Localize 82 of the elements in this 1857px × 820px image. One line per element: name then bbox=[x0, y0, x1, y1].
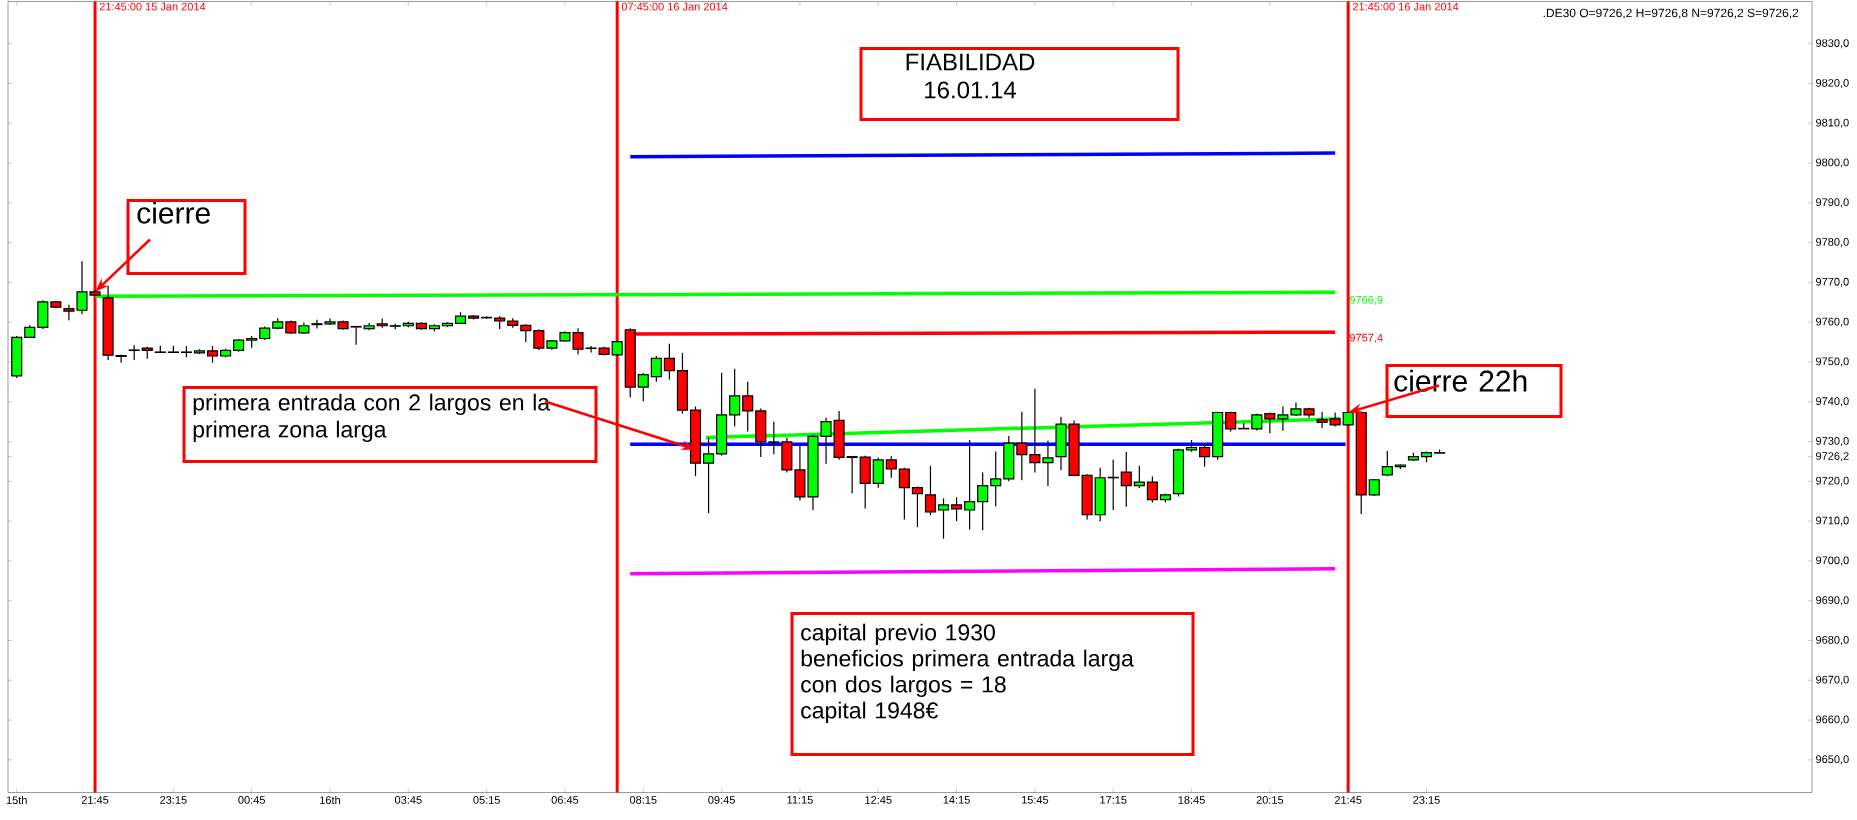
candlestick bbox=[1381, 450, 1393, 477]
y-tick-label: 9690,0 bbox=[1816, 595, 1849, 606]
x-tick-label: 06:45 bbox=[551, 795, 579, 804]
x-tick-label: 23:15 bbox=[1413, 795, 1440, 804]
y-tick-label: 9660,0 bbox=[1816, 715, 1849, 725]
x-tick-label: 08:15 bbox=[629, 795, 657, 804]
annotation: 9766,9 bbox=[1349, 295, 1383, 305]
candlestick bbox=[637, 372, 649, 402]
x-tick-label: 12:45 bbox=[865, 795, 892, 804]
candlestick bbox=[846, 455, 858, 494]
y-tick-label: 9726,2 bbox=[1816, 451, 1849, 461]
candlestick bbox=[872, 456, 884, 489]
annotation: .DE30 O=9726,2 H=9726,8 N=9726,2 S=9726,2 bbox=[1543, 8, 1799, 19]
x-tick-label: 23:15 bbox=[160, 795, 187, 804]
x-tick-label: 11:15 bbox=[787, 795, 813, 804]
y-tick-label: 9770,0 bbox=[1816, 277, 1849, 287]
ref-line-label: 07:45:00 16 Jan 2014 bbox=[621, 2, 728, 11]
y-tick-label: 9650,0 bbox=[1816, 755, 1849, 765]
x-tick-label: 16th bbox=[320, 795, 340, 804]
candlestick bbox=[937, 497, 950, 539]
candlestick bbox=[924, 464, 937, 516]
candlestick bbox=[1133, 464, 1145, 489]
candlestick bbox=[964, 439, 976, 530]
annotation: cierre bbox=[137, 201, 210, 224]
y-tick-label: 9810,0 bbox=[1816, 118, 1849, 128]
y-tick-label: 9790,0 bbox=[1816, 198, 1849, 208]
y-tick-label: 9730,0 bbox=[1816, 436, 1849, 446]
candlestick bbox=[1316, 410, 1328, 429]
x-tick-label: 14:15 bbox=[943, 795, 970, 804]
x-tick-label: 09:45 bbox=[708, 795, 735, 804]
candlestick bbox=[885, 455, 897, 479]
candlestick bbox=[1016, 410, 1028, 481]
x-tick-label: 15:45 bbox=[1021, 795, 1049, 804]
x-tick-label: 03:45 bbox=[394, 795, 422, 804]
candlestick bbox=[742, 381, 754, 432]
y-tick-label: 9700,0 bbox=[1816, 556, 1849, 566]
candlestick bbox=[533, 328, 545, 351]
candlestick bbox=[768, 420, 780, 455]
candlestick bbox=[911, 485, 923, 528]
candlestick bbox=[1146, 475, 1158, 503]
ref-line-label: 21:45:00 16 Jan 2014 bbox=[1352, 2, 1459, 11]
y-tick-label: 9680,0 bbox=[1816, 635, 1849, 645]
candlestick bbox=[898, 466, 910, 520]
y-tick-label: 9820,0 bbox=[1816, 78, 1849, 88]
y-tick-label: 9760,0 bbox=[1816, 317, 1849, 327]
y-tick-label: 9720,0 bbox=[1816, 476, 1849, 486]
y-tick-label: 9750,0 bbox=[1816, 357, 1849, 367]
candlestick bbox=[1120, 451, 1132, 508]
candlestick bbox=[977, 471, 989, 531]
candlestick bbox=[990, 450, 1002, 507]
x-tick-label: 21:45 bbox=[1334, 795, 1362, 804]
y-tick-label: 9830,0 bbox=[1816, 38, 1849, 48]
candlestick bbox=[1199, 442, 1211, 467]
x-tick-label: 00:45 bbox=[238, 795, 265, 804]
x-tick-label: 15th bbox=[6, 795, 27, 804]
annotation: capital previo 1930 bbox=[801, 623, 995, 645]
annotation: cierre 22h bbox=[1394, 369, 1527, 392]
y-tick-label: 9710,0 bbox=[1816, 516, 1849, 526]
y-tick-label: 9740,0 bbox=[1816, 396, 1849, 407]
ref-line-label: 21:45:00 15 Jan 2014 bbox=[99, 2, 206, 11]
y-tick-label: 9670,0 bbox=[1816, 675, 1849, 685]
x-tick-label: 17:15 bbox=[1100, 795, 1127, 804]
annotation: con dos largos = 18 bbox=[801, 675, 1006, 697]
candlestick bbox=[951, 496, 963, 522]
candlestick bbox=[663, 342, 675, 380]
candlestick bbox=[1042, 439, 1054, 487]
x-tick-label: 05:15 bbox=[473, 795, 500, 804]
annotation: primera entrada con 2 largos en la primera zona larga bbox=[193, 393, 551, 442]
annotation: FIABILIDAD bbox=[906, 53, 1035, 70]
x-tick-label: 20:15 bbox=[1256, 795, 1284, 804]
y-tick-label: 9800,0 bbox=[1816, 158, 1849, 168]
x-tick-label: 18:45 bbox=[1178, 795, 1205, 804]
candlestick bbox=[729, 367, 741, 427]
x-tick-label: 21:45 bbox=[81, 795, 109, 804]
annotation: beneficios primera entrada larga bbox=[801, 649, 1134, 671]
annotation: 9757,4 bbox=[1349, 333, 1383, 343]
candlestick bbox=[1029, 387, 1041, 473]
candlestick bbox=[650, 355, 662, 383]
candlestick bbox=[115, 353, 127, 364]
annotation: capital 1948€ bbox=[801, 701, 938, 723]
annotation: 16.01.14 bbox=[925, 81, 1017, 99]
y-tick-label: 9780,0 bbox=[1816, 237, 1849, 247]
